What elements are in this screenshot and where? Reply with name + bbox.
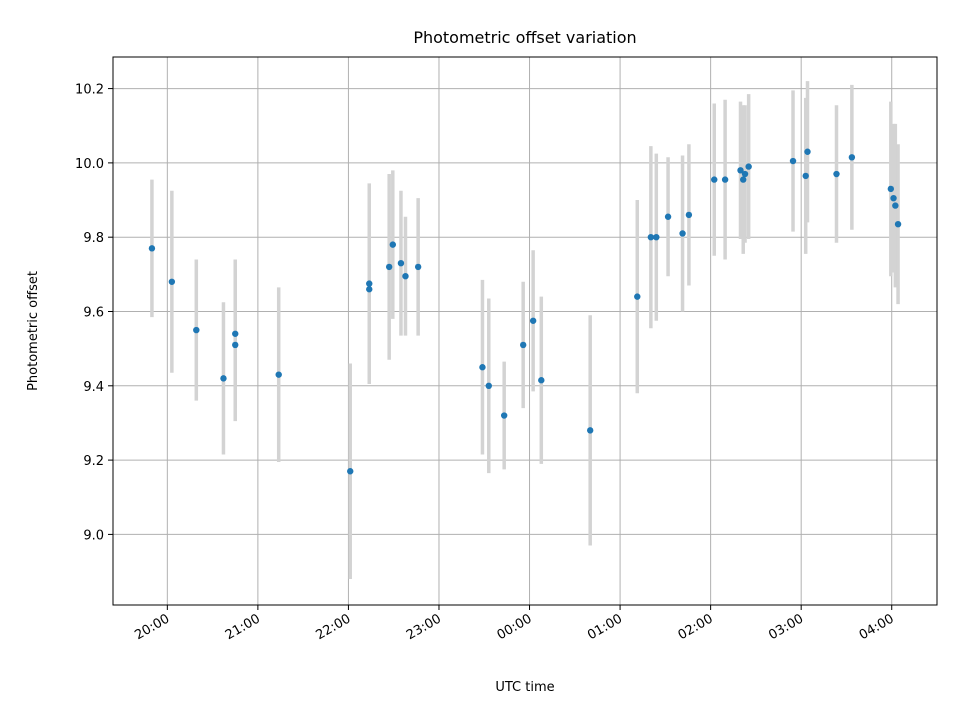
data-point <box>890 194 897 202</box>
data-point <box>711 176 718 183</box>
data-point <box>892 202 899 209</box>
error-bars <box>150 81 900 579</box>
data-point <box>275 371 282 378</box>
data-point <box>347 468 354 475</box>
data-point <box>679 230 686 237</box>
data-point <box>745 163 752 170</box>
x-tick-label: 04:00 <box>857 611 897 643</box>
data-point <box>887 185 895 193</box>
data-point <box>479 364 486 371</box>
y-tick-label: 9.6 <box>83 305 104 320</box>
data-point <box>538 377 545 384</box>
x-tick-label: 00:00 <box>495 611 535 643</box>
y-tick-label: 9.8 <box>83 231 104 246</box>
data-point <box>232 330 239 337</box>
x-axis-ticks: 20:00 21:00 22:00 23:00 00:00 01:00 02:00 03:00… <box>132 605 897 643</box>
plot-frame <box>112 56 938 606</box>
y-axis-label: Photometric offset <box>26 271 41 391</box>
data-point <box>894 220 902 228</box>
y-tick-label: 9.0 <box>83 528 104 543</box>
data-point <box>634 293 641 300</box>
data-point <box>402 273 409 280</box>
data-point <box>485 382 492 389</box>
data-point <box>802 172 809 180</box>
data-point <box>397 259 405 267</box>
x-tick-label: 23:00 <box>404 611 444 643</box>
y-axis-ticks: 9.0 9.2 9.4 9.6 9.8 10.0 10.2 <box>75 83 113 543</box>
data-point <box>414 263 422 271</box>
data-point <box>740 176 747 183</box>
y-tick-label: 10.0 <box>75 157 104 172</box>
x-tick-label: 03:00 <box>766 611 806 643</box>
data-point <box>586 427 594 434</box>
data-point <box>220 375 227 382</box>
data-point <box>741 170 749 178</box>
x-tick-label: 22:00 <box>313 611 353 643</box>
data-point <box>232 341 239 349</box>
x-tick-label: 21:00 <box>223 611 263 643</box>
data-point <box>789 157 797 165</box>
data-point <box>193 326 200 334</box>
data-point <box>519 341 527 349</box>
data-point <box>848 154 856 161</box>
y-tick-label: 9.2 <box>83 454 104 469</box>
data-point <box>389 241 396 248</box>
data-point <box>168 278 176 285</box>
data-point <box>737 167 744 174</box>
data-point <box>664 213 672 220</box>
grid-lines <box>113 57 937 605</box>
y-tick-label: 10.2 <box>75 83 104 98</box>
data-point <box>833 170 840 178</box>
x-tick-label: 01:00 <box>585 611 625 643</box>
data-point <box>653 233 660 241</box>
data-point <box>721 176 729 183</box>
data-point <box>366 286 373 293</box>
data-points <box>148 148 902 475</box>
y-tick-label: 9.4 <box>83 380 104 395</box>
chart-title: Photometric offset variation <box>413 28 636 47</box>
data-point <box>529 317 537 324</box>
data-point <box>500 412 508 419</box>
x-tick-label: 20:00 <box>132 611 172 643</box>
data-point <box>804 148 811 155</box>
x-tick-label: 02:00 <box>676 611 716 643</box>
data-point <box>366 280 373 287</box>
data-point <box>685 211 693 219</box>
data-point <box>647 233 655 241</box>
data-point <box>148 245 156 252</box>
data-point <box>385 263 393 271</box>
x-axis-label: UTC time <box>495 680 554 695</box>
